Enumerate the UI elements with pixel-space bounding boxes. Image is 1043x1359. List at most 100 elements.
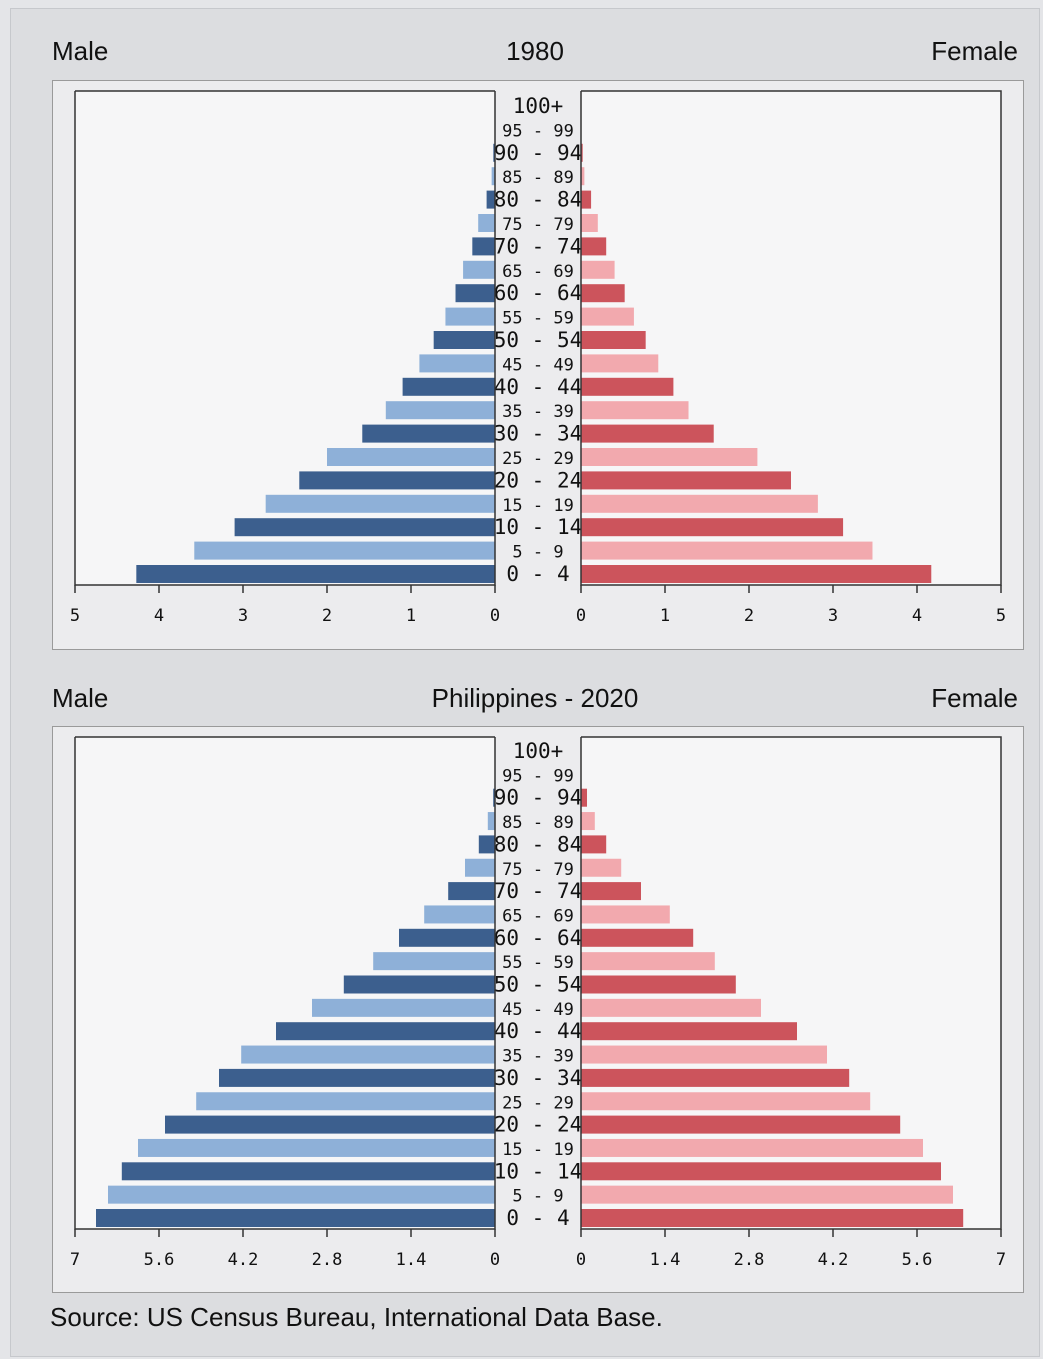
age-group-label: 90 - 94 (494, 786, 583, 810)
male-bar (424, 905, 495, 924)
age-group-label: 5 - 9 (512, 543, 563, 563)
male-tick-label: 3 (238, 606, 248, 626)
male-bar (299, 471, 495, 490)
female-bar (581, 998, 761, 1017)
male-bar (493, 143, 495, 162)
male-bar (445, 307, 495, 326)
age-group-label: 95 - 99 (502, 121, 574, 141)
male-bar (373, 952, 495, 971)
male-tick-label: 4.2 (228, 1250, 259, 1270)
female-tick-label: 0 (576, 1250, 586, 1270)
age-group-label: 15 - 19 (502, 1140, 574, 1160)
female-bar (581, 928, 694, 947)
male-axis-frame (74, 736, 496, 1230)
female-bar (581, 143, 583, 162)
chart-1-panel: 100+ 95 - 99 90 - 94 85 - 89 80 - 84 75 - 79 7… (52, 80, 1024, 650)
female-bar (581, 565, 932, 583)
age-group-label: 35 - 39 (502, 402, 574, 422)
female-bar (581, 812, 595, 831)
male-bar (96, 1209, 495, 1227)
male-bar (241, 1045, 495, 1064)
age-group-label: 75 - 79 (502, 215, 574, 235)
male-bar (276, 1022, 495, 1041)
age-group-label: 50 - 54 (494, 973, 583, 997)
male-bar (312, 998, 495, 1017)
male-bar (402, 377, 495, 396)
male-bar (399, 928, 495, 947)
female-bar (581, 471, 791, 490)
female-bar (581, 952, 715, 971)
female-tick-label: 1 (660, 606, 670, 626)
female-tick-label: 1.4 (650, 1250, 681, 1270)
female-bar (581, 1138, 923, 1157)
male-bar (455, 284, 495, 303)
age-group-label: 20 - 24 (494, 468, 583, 492)
age-group-label: 80 - 84 (494, 188, 583, 212)
male-bar (478, 835, 495, 854)
female-bar (581, 905, 670, 924)
male-tick-label: 0 (490, 1250, 500, 1270)
age-group-label: 65 - 69 (502, 262, 574, 282)
age-group-label: 30 - 34 (494, 1066, 583, 1090)
chart-2-male-label: Male (52, 683, 109, 713)
source-note: Source: US Census Bureau, International … (50, 1302, 663, 1332)
female-bar (581, 541, 873, 560)
female-bar (581, 788, 587, 807)
male-bar (493, 788, 495, 807)
female-bar (581, 307, 634, 326)
male-bar (219, 1068, 495, 1087)
male-bar (138, 1138, 495, 1157)
age-group-label: 90 - 94 (494, 141, 583, 165)
female-bar (581, 858, 622, 877)
female-bar (581, 494, 818, 513)
female-bar (581, 260, 615, 279)
female-tick-label: 7 (996, 1250, 1006, 1270)
female-tick-label: 4 (912, 606, 922, 626)
age-group-label: 55 - 59 (502, 953, 574, 973)
female-bar (581, 1045, 827, 1064)
age-group-label: 85 - 89 (502, 813, 574, 833)
chart-2-header: Male Philippines - 2020 Female (52, 683, 1018, 717)
male-tick-label: 7 (70, 1250, 80, 1270)
female-bar (581, 1162, 941, 1181)
age-group-label: 85 - 89 (502, 168, 574, 188)
age-group-label: 0 - 4 (506, 562, 569, 586)
female-tick-label: 5 (996, 606, 1006, 626)
age-group-label: 40 - 44 (494, 375, 583, 399)
age-group-label: 10 - 14 (494, 515, 583, 539)
female-bar (581, 190, 592, 209)
age-group-label: 30 - 34 (494, 422, 583, 446)
female-bar (581, 1115, 901, 1134)
male-bar (343, 975, 495, 994)
age-group-label: 60 - 64 (494, 281, 583, 305)
female-bar (581, 1092, 871, 1111)
male-bar (486, 190, 495, 209)
male-tick-label: 2 (322, 606, 332, 626)
chart-1-header: Male 1980 Female (52, 36, 1018, 70)
female-tick-label: 4.2 (818, 1250, 849, 1270)
male-bar (194, 541, 495, 560)
male-bar (121, 1162, 496, 1181)
male-tick-label: 2.8 (312, 1250, 343, 1270)
age-group-label: 65 - 69 (502, 906, 574, 926)
age-group-label: 95 - 99 (502, 766, 574, 786)
female-tick-label: 3 (828, 606, 838, 626)
age-group-label: 45 - 49 (502, 1000, 574, 1020)
male-bar (234, 518, 495, 537)
age-group-label: 50 - 54 (494, 328, 583, 352)
male-bar (327, 448, 495, 466)
male-tick-label: 1 (406, 606, 416, 626)
male-tick-label: 5.6 (144, 1250, 175, 1270)
age-group-label: 80 - 84 (494, 832, 583, 856)
chart-1-male-label: Male (52, 36, 109, 66)
chart-1-female-label: Female (931, 36, 1018, 66)
male-bar (108, 1185, 495, 1204)
male-tick-label: 5 (70, 606, 80, 626)
female-bar (581, 975, 736, 994)
age-group-label: 25 - 29 (502, 1093, 574, 1113)
female-bar (581, 284, 625, 303)
male-bar (196, 1092, 495, 1111)
male-bar (265, 494, 495, 513)
